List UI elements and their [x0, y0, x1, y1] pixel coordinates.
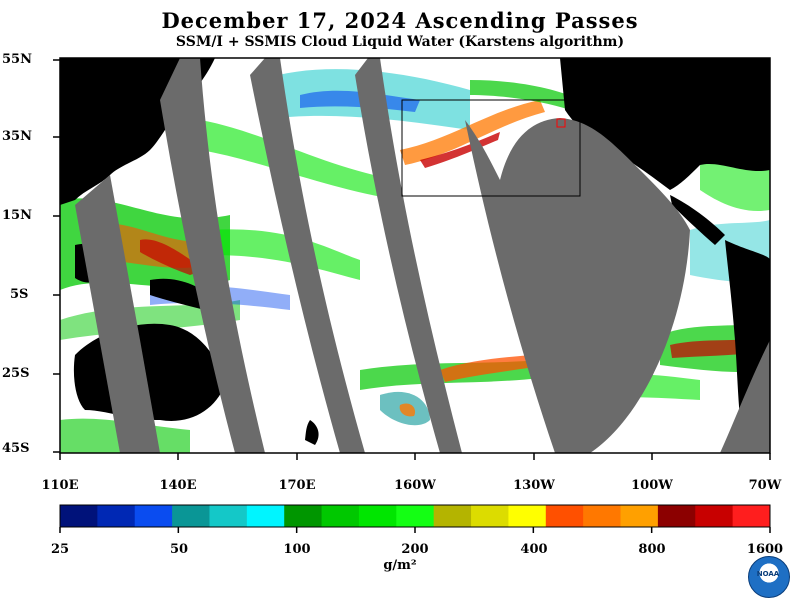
swath-gap-6: [720, 340, 770, 453]
lon-label-170e: 170E: [278, 478, 316, 493]
lon-label-110e: 110E: [41, 478, 79, 493]
colorbar-swatch: [246, 505, 285, 527]
colorbar-swatch: [358, 505, 397, 527]
region-box: [401, 99, 581, 197]
colorbar-swatch: [321, 505, 360, 527]
colorbar-label-100: 100: [283, 542, 311, 557]
colorbar-swatch: [433, 505, 472, 527]
colorbar-swatch: [134, 505, 173, 527]
colorbar-swatch: [508, 505, 547, 527]
colorbar-swatch: [97, 505, 136, 527]
north-america-landmass: [560, 58, 770, 190]
colorbar-label-200: 200: [401, 542, 429, 557]
colorbar-swatch: [172, 505, 210, 527]
map-title: December 17, 2024 Ascending Passes: [161, 8, 639, 33]
colorbar-swatch: [657, 505, 696, 527]
lat-label-15n: 15N: [2, 208, 32, 223]
lon-label-130w: 130W: [513, 478, 555, 493]
colorbar: [59, 504, 771, 533]
lat-label-55n: 55N: [2, 52, 32, 67]
colorbar-swatch: [284, 505, 323, 527]
noaa-logo-icon: [748, 556, 790, 598]
central-america-landmass: [670, 195, 725, 245]
lon-label-160w: 160W: [394, 478, 436, 493]
noaa-logo-text: NOAA: [756, 570, 780, 578]
colorbar-units: g/m²: [383, 558, 417, 573]
swath-gap-2: [160, 58, 265, 453]
colorbar-swatch: [583, 505, 622, 527]
lon-label-140e: 140E: [159, 478, 197, 493]
colorbar-swatch: [471, 505, 509, 527]
colorbar-swatch: [60, 505, 98, 527]
lat-label-45s: 45S: [2, 441, 30, 456]
latitude-ticks: [53, 59, 60, 453]
data-gap-swaths: [75, 58, 770, 453]
colorbar-swatch: [396, 505, 435, 527]
swath-gap-4: [355, 58, 462, 453]
colorbar-swatch: [209, 505, 248, 527]
colorbar-label-400: 400: [520, 542, 548, 557]
colorbar-label-50: 50: [169, 542, 189, 557]
longitude-ticks: [59, 453, 771, 460]
colorbar-label-800: 800: [638, 542, 666, 557]
colorbar-swatch: [545, 505, 584, 527]
map-plot-area: [60, 58, 770, 453]
colorbar-label-25: 25: [50, 542, 70, 557]
colorbar-swatch: [695, 505, 734, 527]
swath-gap-5: [465, 118, 690, 453]
lat-label-35n: 35N: [2, 129, 32, 144]
colorbar-swatch: [732, 505, 771, 527]
map-subtitle: SSM/I + SSMIS Cloud Liquid Water (Karste…: [175, 34, 625, 50]
small-region-box: [556, 118, 566, 128]
lat-label-25s: 25S: [2, 366, 30, 381]
colorbar-swatch: [620, 505, 659, 527]
new-zealand-island: [305, 420, 319, 445]
lon-label-70w: 70W: [748, 478, 782, 493]
lat-label-5s: 5S: [10, 287, 29, 302]
swath-gap-3: [250, 58, 365, 453]
colorbar-label-1600: 1600: [746, 542, 784, 557]
swath-gap-1: [75, 175, 160, 453]
lon-label-100w: 100W: [631, 478, 673, 493]
